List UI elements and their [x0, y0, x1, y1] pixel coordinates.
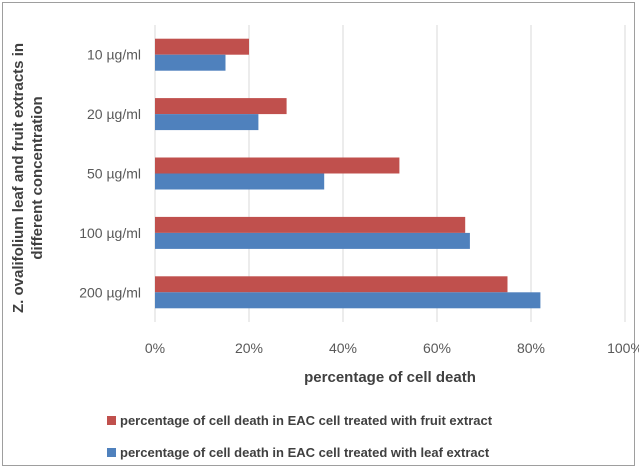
- legend-label: percentage of cell death in EAC cell tre…: [120, 445, 490, 460]
- x-tick-label: 0%: [145, 340, 165, 356]
- y-axis-title: Z. ovalifolium leaf and fruit extracts i…: [10, 43, 46, 313]
- legend: percentage of cell death in EAC cell tre…: [107, 413, 493, 460]
- bar-leaf: [155, 292, 540, 308]
- x-tick-label: 20%: [235, 340, 263, 356]
- x-tick-label: 100%: [607, 340, 639, 356]
- bar-fruit: [155, 276, 508, 292]
- x-axis-title: percentage of cell death: [304, 369, 476, 386]
- legend-swatch: [107, 416, 116, 425]
- y-tick-label: 100 µg/ml: [79, 225, 141, 241]
- x-tick-label: 40%: [329, 340, 357, 356]
- bars: [155, 39, 540, 309]
- x-tick-labels: 0% 20% 40% 60% 80% 100%: [145, 340, 639, 356]
- bar-fruit: [155, 158, 399, 174]
- bar-fruit: [155, 217, 465, 233]
- bar-leaf: [155, 233, 470, 249]
- y-tick-labels: 10 µg/ml 20 µg/ml 50 µg/ml 100 µg/ml 200 µg/…: [79, 47, 141, 301]
- x-tick-label: 60%: [423, 340, 451, 356]
- x-tick-label: 80%: [517, 340, 545, 356]
- bar-leaf: [155, 55, 226, 71]
- y-axis-title-line-1: Z. ovalifolium leaf and fruit extracts i…: [10, 43, 27, 313]
- bar-leaf: [155, 114, 258, 130]
- bar-leaf: [155, 174, 324, 190]
- y-axis-title-line-2: different concentration: [29, 96, 46, 259]
- y-tick-label: 10 µg/ml: [87, 47, 141, 63]
- y-tick-label: 20 µg/ml: [87, 106, 141, 122]
- legend-label: percentage of cell death in EAC cell tre…: [120, 413, 493, 428]
- bar-fruit: [155, 98, 287, 114]
- bar-fruit: [155, 39, 249, 55]
- y-tick-label: 50 µg/ml: [87, 166, 141, 182]
- y-tick-label: 200 µg/ml: [79, 284, 141, 300]
- legend-swatch: [107, 448, 116, 457]
